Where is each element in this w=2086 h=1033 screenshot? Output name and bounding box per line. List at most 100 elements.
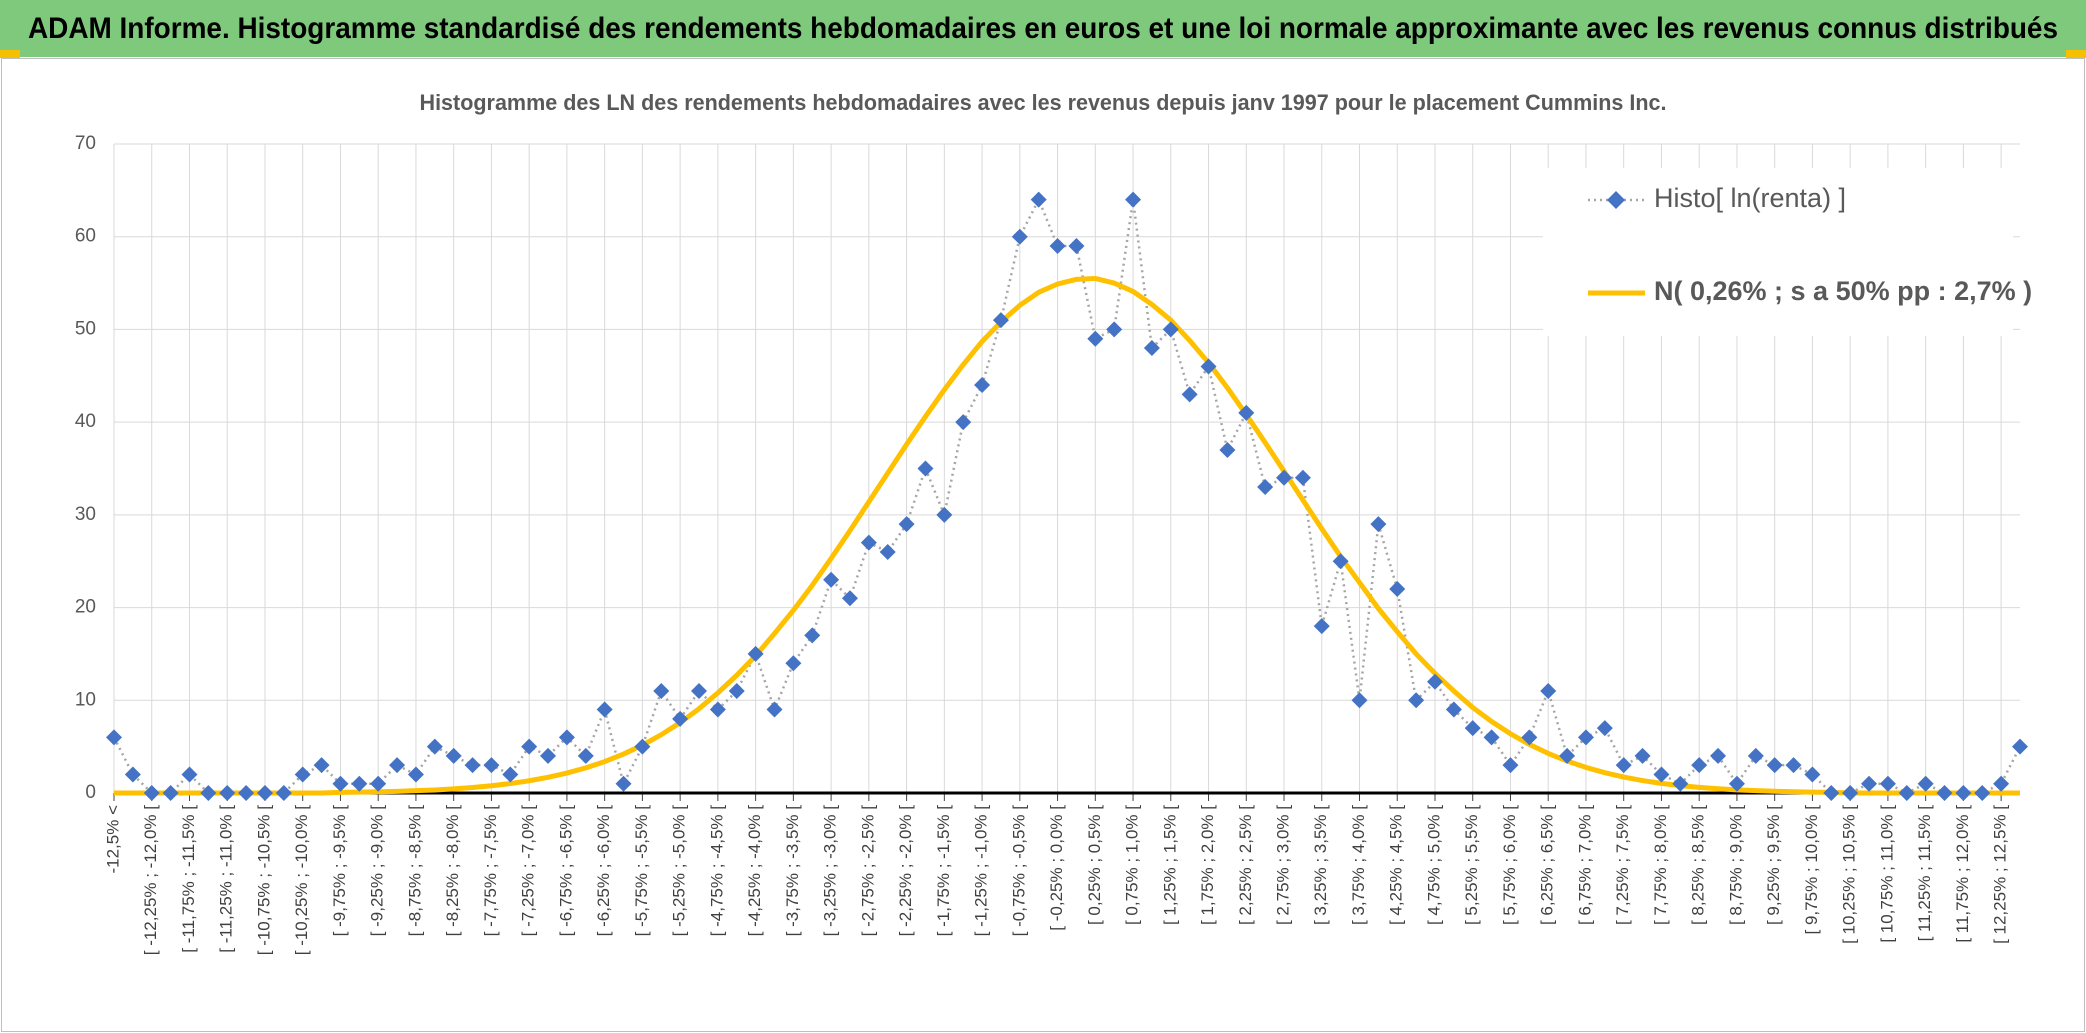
data-point	[1049, 237, 1066, 254]
data-point	[1559, 747, 1576, 764]
data-point	[1502, 757, 1519, 774]
data-point	[1766, 757, 1783, 774]
x-tick-label: [ 8,25% ; 8,5% [	[1689, 805, 1708, 925]
y-tick-label: 10	[75, 689, 96, 710]
data-point	[1332, 553, 1349, 570]
x-tick-label: [ -6,75% ; -6,5% [	[556, 805, 575, 937]
data-point	[1728, 775, 1745, 792]
x-tick-label: [ -3,75% ; -3,5% [	[783, 805, 802, 937]
data-point	[1917, 775, 1934, 792]
data-point	[596, 701, 613, 718]
x-tick-label: [ -1,75% ; -1,5% [	[934, 805, 953, 937]
data-point	[615, 775, 632, 792]
data-point	[521, 738, 538, 755]
data-point	[1257, 479, 1274, 496]
data-point	[445, 747, 462, 764]
data-point	[1464, 720, 1481, 737]
y-tick-label: 20	[75, 597, 96, 618]
chart-title: Histogramme des LN des rendements hebdom…	[420, 90, 1667, 115]
data-point	[1143, 339, 1160, 356]
y-tick-label: 0	[85, 782, 96, 803]
data-point	[162, 785, 179, 801]
x-tick-label: [ 7,75% ; 8,0% [	[1651, 805, 1670, 925]
data-point	[1804, 766, 1821, 783]
data-point	[577, 747, 594, 764]
data-point	[1087, 330, 1104, 347]
data-point	[332, 775, 349, 792]
legend-label: Histo[ ln(renta) ]	[1654, 183, 1846, 213]
header-title: ADAM Informe. Histogramme standardisé de…	[28, 12, 2058, 45]
data-point	[841, 590, 858, 607]
data-point	[1521, 729, 1538, 746]
x-tick-label: [ -8,25% ; -8,0% [	[443, 805, 462, 937]
data-point	[1181, 386, 1198, 403]
y-tick-label: 60	[75, 226, 96, 247]
data-point	[785, 655, 802, 672]
data-point	[992, 312, 1009, 329]
x-tick-label: [ 6,75% ; 7,0% [	[1575, 805, 1594, 925]
data-point	[540, 747, 557, 764]
x-tick-label: [ 7,25% ; 7,5% [	[1613, 805, 1632, 925]
x-tick-label: [ -0,25% ; 0,0% [	[1047, 805, 1066, 931]
data-point	[181, 766, 198, 783]
y-tick-label: 50	[75, 318, 96, 339]
x-tick-label: [ -2,25% ; -2,0% [	[896, 805, 915, 937]
legend-box	[1543, 168, 2013, 336]
x-tick-label: [ -10,75% ; -10,5% [	[254, 805, 273, 956]
x-tick-label: [ -12,25% ; -12,0% [	[141, 805, 160, 956]
data-point	[143, 785, 160, 801]
x-tick-label: [ -9,75% ; -9,5% [	[330, 805, 349, 937]
data-point	[653, 683, 670, 700]
x-tick-label: [ -9,25% ; -9,0% [	[368, 805, 387, 937]
x-tick-label: [ 9,25% ; 9,5% [	[1764, 805, 1783, 925]
data-point	[426, 738, 443, 755]
data-point	[1106, 321, 1123, 338]
x-tick-label: [ -8,75% ; -8,5% [	[405, 805, 424, 937]
data-point	[1200, 358, 1217, 375]
data-point	[256, 785, 273, 801]
x-tick-label: [ 3,25% ; 3,5% [	[1311, 805, 1330, 925]
x-tick-label: [ -10,25% ; -10,0% [	[292, 805, 311, 956]
x-tick-label: [ 11,25% ; 11,5% [	[1915, 805, 1934, 942]
data-point	[238, 785, 255, 801]
x-tick-label: [ -1,25% ; -1,0% [	[972, 805, 991, 937]
data-point	[936, 506, 953, 523]
data-point	[502, 766, 519, 783]
x-tick-label: [ -6,25% ; -6,0% [	[594, 805, 613, 937]
chart-frame	[1, 58, 2085, 1032]
data-point	[1596, 720, 1613, 737]
data-point	[1238, 404, 1255, 421]
data-point	[124, 766, 141, 783]
data-point	[804, 627, 821, 644]
x-tick-label: [ 4,75% ; 5,0% [	[1424, 805, 1443, 925]
x-tick-label: [ -7,75% ; -7,5% [	[481, 805, 500, 937]
data-point	[860, 534, 877, 551]
data-point	[709, 701, 726, 718]
data-point	[1823, 785, 1840, 801]
data-point	[2012, 738, 2028, 755]
data-point	[1313, 618, 1330, 635]
x-tick-label: [ 2,75% ; 3,0% [	[1274, 805, 1293, 925]
x-tick-label: [ -3,25% ; -3,0% [	[821, 805, 840, 937]
data-point	[1294, 469, 1311, 486]
header-bar	[0, 0, 2086, 57]
x-tick-label: [ -0,75% ; -0,5% [	[1009, 805, 1028, 937]
x-tick-label: [ -11,75% ; -11,5% [	[179, 805, 198, 953]
x-tick-label: [ 2,25% ; 2,5% [	[1236, 805, 1255, 925]
data-point	[1691, 757, 1708, 774]
data-point	[1030, 191, 1047, 208]
data-point	[1672, 775, 1689, 792]
data-point	[1615, 757, 1632, 774]
data-point	[200, 785, 217, 801]
x-tick-label: [ 8,75% ; 9,0% [	[1726, 805, 1745, 925]
data-point	[464, 757, 481, 774]
data-point	[955, 414, 972, 431]
data-point	[558, 729, 575, 746]
data-point	[389, 757, 406, 774]
x-tick-label: [ -5,25% ; -5,0% [	[670, 805, 689, 937]
x-tick-label: [ 12,25% ; 12,5% [	[1991, 805, 2010, 944]
legend-label: N( 0,26% ; s a 50% pp : 2,7% )	[1654, 276, 2032, 306]
x-tick-label: [ 5,25% ; 5,5% [	[1462, 805, 1481, 925]
data-point	[634, 738, 651, 755]
